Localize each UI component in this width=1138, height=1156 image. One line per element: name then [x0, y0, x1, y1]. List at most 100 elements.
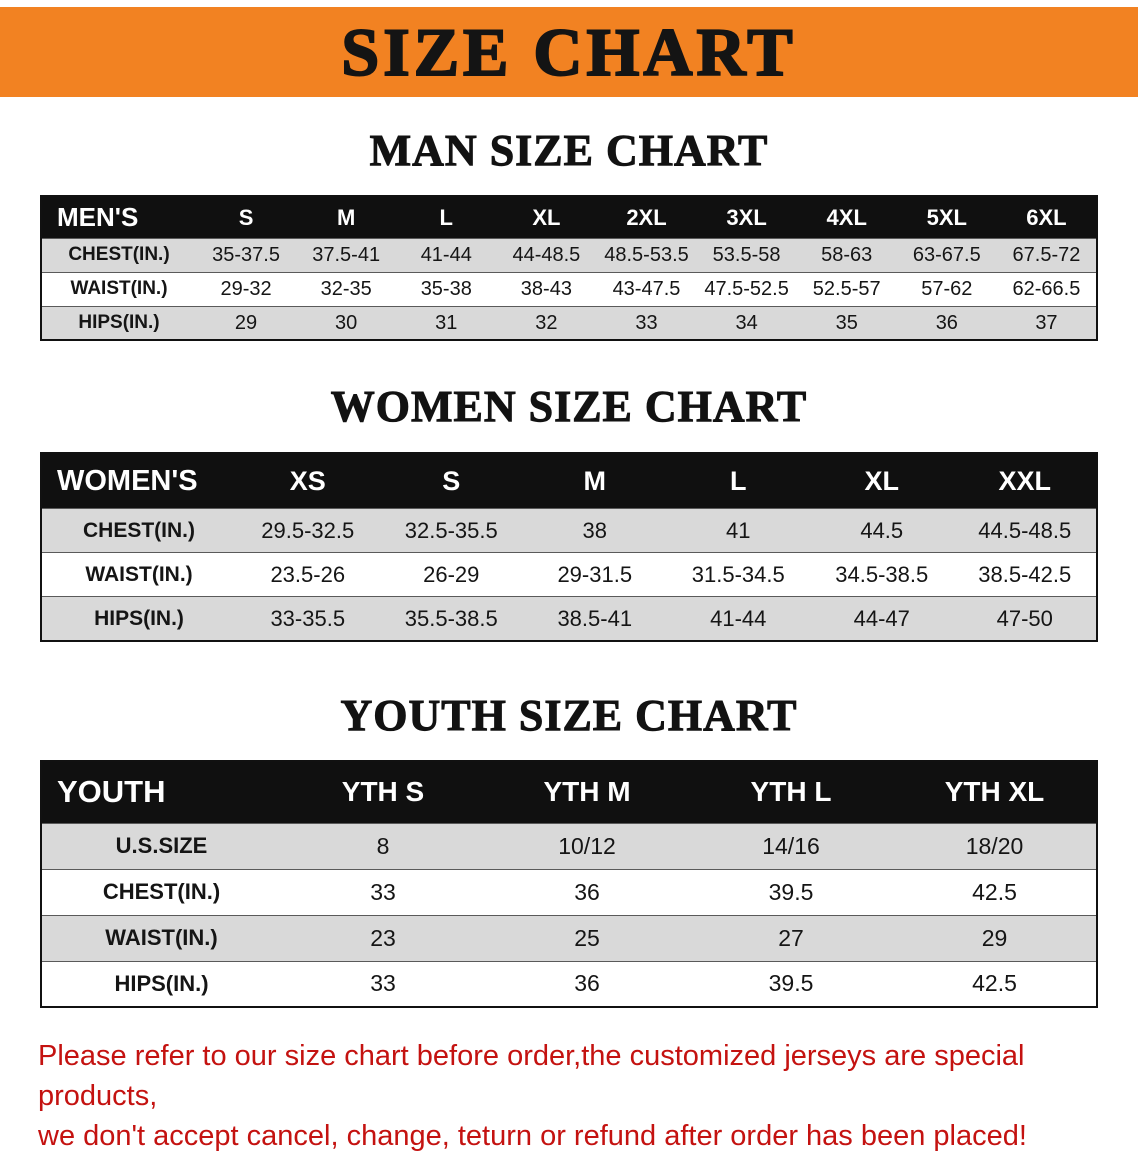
- women-table-header-row: WOMEN'S XS S M L XL XXL: [41, 452, 1097, 509]
- size-value-cell: 37.5-41: [312, 243, 381, 266]
- women-table-body: CHEST(IN.) 29.5-32.5 32.5-35.5 38 41 44.5 44.5…: [41, 508, 1097, 641]
- size-value-cell: 8: [376, 832, 390, 859]
- size-value-cell: 35.5-38.5: [404, 605, 498, 631]
- size-value-cell: 37: [1035, 311, 1058, 334]
- size-value-cell: 29-31.5: [557, 561, 633, 587]
- women-size-table: WOMEN'S XS S M L XL XXL CHEST(IN.) 29.5-32.5 32.…: [40, 451, 1098, 642]
- measurement-row: CHEST(IN.) 33 36 39.5 42.5: [41, 869, 1097, 916]
- size-column-header: 4XL: [796, 196, 897, 239]
- men-table-body: CHEST(IN.) 35-37.5 37.5-41 41-44 44-48.5 48.5…: [41, 238, 1097, 341]
- size-column-header: 5XL: [896, 196, 997, 239]
- size-column-header: S: [196, 196, 297, 239]
- measurement-row: HIPS(IN.) 29 30 31 32 33 34 35 36 37: [41, 306, 1097, 341]
- size-value-cell: 58-63: [821, 243, 873, 266]
- size-value-cell: 39.5: [768, 878, 814, 905]
- row-label: HIPS(IN.): [114, 970, 209, 996]
- row-label: CHEST(IN.): [102, 879, 221, 905]
- men-table-header-row: MEN'S S M L XL 2XL 3XL 4XL 5XL 6XL: [41, 196, 1097, 239]
- size-value-cell: 41-44: [710, 605, 767, 631]
- size-column-header: S: [379, 452, 523, 509]
- size-value-cell: 32-35: [320, 277, 372, 300]
- row-label: HIPS(IN.): [78, 312, 160, 334]
- banner: SIZE CHART: [0, 7, 1138, 97]
- measurement-row: U.S.SIZE 8 10/12 14/16 18/20: [41, 823, 1097, 870]
- youth-size-table: YOUTH YTH S YTH M YTH L YTH XL U.S.SIZE 8 10/1…: [40, 760, 1098, 1009]
- size-value-cell: 14/16: [762, 832, 820, 859]
- size-value-cell: 42.5: [972, 878, 1017, 905]
- measurement-row: WAIST(IN.) 23 25 27 29: [41, 915, 1097, 962]
- size-column-header: M: [523, 452, 667, 509]
- size-value-cell: 38: [582, 517, 607, 543]
- size-column-header: YTH L: [689, 761, 893, 824]
- note-line: Please refer to our size chart before or…: [38, 1040, 1025, 1113]
- size-value-cell: 29: [981, 924, 1008, 951]
- size-value-cell: 38.5-42.5: [978, 561, 1072, 587]
- size-value-cell: 33: [370, 970, 396, 997]
- page-title: SIZE CHART: [340, 14, 797, 90]
- size-value-cell: 36: [574, 878, 600, 905]
- table-corner-label: WOMEN'S: [41, 452, 236, 509]
- row-label: WAIST(IN.): [85, 562, 193, 586]
- size-column-header: YTH XL: [893, 761, 1097, 824]
- size-value-cell: 63-67.5: [912, 243, 981, 266]
- youth-table-body: U.S.SIZE 8 10/12 14/16 18/20 CHEST(IN.) 33 36 39…: [41, 823, 1097, 1008]
- size-value-cell: 57-62: [921, 277, 973, 300]
- size-column-header: L: [666, 452, 810, 509]
- size-value-cell: 43-47.5: [612, 277, 681, 300]
- size-value-cell: 33: [635, 311, 658, 334]
- measurement-row: CHEST(IN.) 35-37.5 37.5-41 41-44 44-48.5 48.5…: [41, 238, 1097, 273]
- size-value-cell: 35-37.5: [212, 243, 280, 266]
- size-value-cell: 44.5: [860, 517, 904, 543]
- footer-note: Please refer to our size chart before or…: [0, 1036, 1138, 1156]
- size-value-cell: 33-35.5: [270, 605, 346, 631]
- size-value-cell: 36: [574, 970, 600, 997]
- size-column-header: M: [296, 196, 397, 239]
- size-value-cell: 26-29: [423, 561, 480, 587]
- size-value-cell: 38.5-41: [557, 605, 633, 631]
- size-value-cell: 35-38: [420, 277, 472, 300]
- size-chart-page: SIZE CHART MAN SIZE CHART MEN'S S M L XL 2XL 3…: [0, 7, 1138, 1152]
- size-value-cell: 31: [435, 311, 458, 334]
- youth-table-header-row: YOUTH YTH S YTH M YTH L YTH XL: [41, 761, 1097, 824]
- note-line: we don't accept cancel, change, teturn o…: [38, 1120, 1027, 1153]
- size-column-header: 2XL: [596, 196, 697, 239]
- size-column-header: YTH S: [281, 761, 485, 824]
- size-column-header: XL: [810, 452, 954, 509]
- measurement-row: HIPS(IN.) 33 36 39.5 42.5: [41, 961, 1097, 1008]
- row-label: HIPS(IN.): [94, 606, 184, 630]
- women-section-heading: WOMEN SIZE CHART: [330, 382, 808, 432]
- row-label: WAIST(IN.): [70, 278, 168, 300]
- size-value-cell: 29.5-32.5: [261, 517, 355, 543]
- table-corner-label: YOUTH: [41, 761, 281, 824]
- size-value-cell: 44-47: [853, 605, 910, 631]
- size-value-cell: 48.5-53.5: [604, 243, 689, 266]
- measurement-row: CHEST(IN.) 29.5-32.5 32.5-35.5 38 41 44.5 44.5…: [41, 508, 1097, 553]
- youth-size-section: YOUTH SIZE CHART YOUTH YTH S YTH M YTH L YTH…: [0, 690, 1138, 1009]
- size-value-cell: 33: [370, 878, 396, 905]
- size-value-cell: 38-43: [520, 277, 572, 300]
- size-value-cell: 25: [574, 924, 600, 951]
- row-label: WAIST(IN.): [105, 925, 218, 951]
- size-value-cell: 30: [335, 311, 358, 334]
- size-value-cell: 44.5-48.5: [978, 517, 1072, 543]
- size-value-cell: 34: [735, 311, 758, 334]
- size-value-cell: 36: [935, 311, 958, 334]
- youth-section-heading: YOUTH SIZE CHART: [340, 690, 798, 740]
- size-value-cell: 27: [778, 924, 804, 951]
- row-label: CHEST(IN.): [68, 244, 170, 266]
- size-value-cell: 23.5-26: [270, 561, 346, 587]
- size-value-cell: 62-66.5: [1012, 277, 1081, 300]
- size-value-cell: 47-50: [996, 605, 1053, 631]
- size-value-cell: 29: [234, 311, 258, 334]
- size-value-cell: 39.5: [768, 970, 814, 997]
- size-column-header: L: [396, 196, 497, 239]
- size-value-cell: 53.5-58: [712, 243, 781, 266]
- size-value-cell: 10/12: [558, 832, 616, 859]
- men-size-table: MEN'S S M L XL 2XL 3XL 4XL 5XL 6XL CHEST(IN.) 35-3…: [40, 195, 1098, 342]
- measurement-row: WAIST(IN.) 23.5-26 26-29 29-31.5 31.5-34.5 34…: [41, 552, 1097, 597]
- size-value-cell: 52.5-57: [812, 277, 881, 300]
- size-value-cell: 31.5-34.5: [691, 561, 785, 587]
- size-column-header: 6XL: [996, 196, 1097, 239]
- measurement-row: HIPS(IN.) 33-35.5 35.5-38.5 38.5-41 41-44 44-…: [41, 596, 1097, 641]
- size-value-cell: 34.5-38.5: [835, 561, 929, 587]
